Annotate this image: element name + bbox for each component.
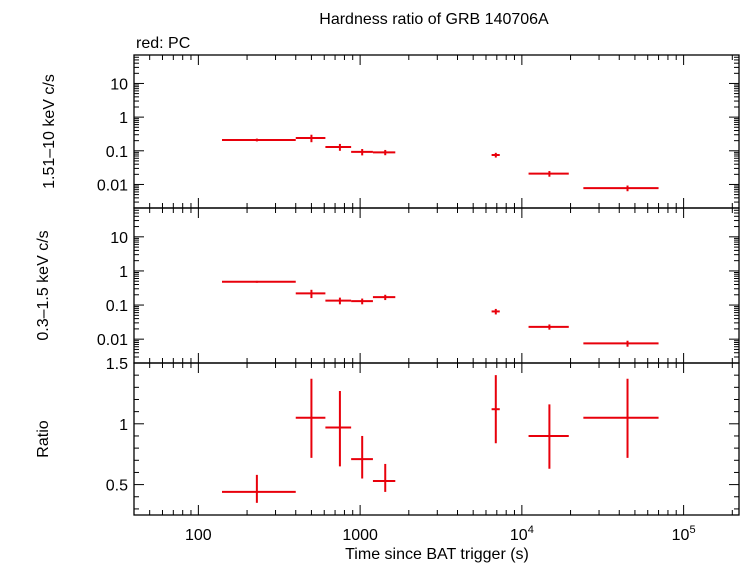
data-point: [583, 340, 659, 347]
data-point: [491, 375, 500, 444]
y-axis-label: Ratio: [35, 420, 52, 457]
x-tick-label: 105: [672, 524, 696, 544]
y-tick-label: 0.5: [106, 478, 128, 495]
data-point: [491, 152, 500, 158]
x-axis-label: Time since BAT trigger (s): [345, 546, 529, 563]
panel-frame: [133, 54, 740, 209]
data-point: [372, 294, 396, 301]
data-point: [222, 138, 296, 142]
data-point: [351, 298, 373, 305]
y-tick-label: 0.01: [97, 177, 128, 194]
data-point: [583, 185, 659, 192]
chart-title: Hardness ratio of GRB 140706A: [319, 11, 549, 28]
data-point: [351, 149, 373, 156]
y-tick-label: 1.5: [106, 356, 128, 373]
y-tick-label: 1: [119, 417, 128, 434]
panel-frame: [133, 207, 740, 364]
data-point: [372, 463, 396, 492]
y-axis-label: 0.3–1.5 keV c/s: [35, 230, 52, 340]
y-tick-label: 1: [119, 110, 128, 127]
panel-ratio: 1.5 1 0.5 Ratio 100 1000 104 105: [35, 356, 740, 544]
data-point: [528, 324, 569, 330]
y-tick-label: 10: [110, 230, 128, 247]
data-point: [325, 143, 352, 151]
data-point: [372, 149, 396, 156]
data-point: [295, 378, 326, 458]
y-tick-label: 1: [119, 264, 128, 281]
data-point: [491, 308, 500, 315]
data-point: [351, 435, 373, 479]
panel-hard: 10 1 0.1 0.01 1.51–10 keV c/s: [41, 54, 740, 209]
panel-soft: 10 1 0.1 0.01 0.3–1.5 keV c/s: [35, 207, 740, 364]
data-point: [583, 378, 659, 458]
data-point: [325, 390, 352, 467]
data-point: [528, 171, 569, 177]
data-point: [325, 297, 352, 305]
y-tick-label: 0.1: [106, 298, 128, 315]
data-point: [222, 474, 296, 503]
y-axis-label: 1.51–10 keV c/s: [41, 74, 58, 189]
y-tick-label: 0.1: [106, 144, 128, 161]
data-point: [295, 289, 326, 299]
data-point: [222, 280, 296, 283]
panel-frame: [133, 362, 740, 516]
y-tick-label: 10: [110, 76, 128, 93]
x-tick-label: 100: [185, 527, 212, 544]
y-tick-label: 0.01: [97, 332, 128, 349]
data-point: [528, 404, 569, 469]
data-point: [295, 134, 326, 143]
x-tick-label: 104: [510, 524, 534, 544]
x-tick-label: 1000: [342, 527, 378, 544]
chart-subtitle: red: PC: [136, 35, 190, 52]
